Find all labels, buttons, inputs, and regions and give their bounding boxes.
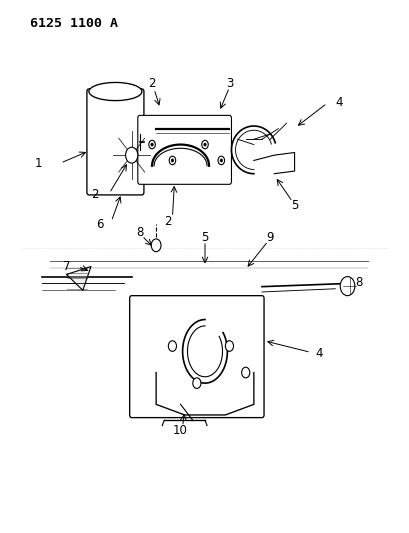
Text: 4: 4 bbox=[314, 348, 321, 360]
Text: 7: 7 bbox=[63, 260, 70, 273]
Text: 2: 2 bbox=[91, 189, 99, 201]
Text: 8: 8 bbox=[355, 276, 362, 289]
Circle shape bbox=[169, 156, 175, 165]
Text: 5: 5 bbox=[290, 199, 298, 212]
FancyBboxPatch shape bbox=[87, 89, 144, 195]
Circle shape bbox=[171, 159, 173, 162]
Circle shape bbox=[225, 341, 233, 351]
Circle shape bbox=[125, 147, 137, 163]
Circle shape bbox=[168, 341, 176, 351]
Text: 4: 4 bbox=[335, 95, 342, 109]
Polygon shape bbox=[66, 266, 91, 290]
Circle shape bbox=[151, 239, 161, 252]
Text: 5: 5 bbox=[201, 231, 208, 244]
Text: 2: 2 bbox=[148, 77, 155, 90]
Circle shape bbox=[148, 140, 155, 149]
Text: 1: 1 bbox=[34, 157, 42, 169]
Circle shape bbox=[203, 143, 206, 146]
Circle shape bbox=[192, 378, 200, 389]
Text: 9: 9 bbox=[266, 231, 273, 244]
FancyBboxPatch shape bbox=[137, 115, 231, 184]
Text: 6: 6 bbox=[95, 217, 103, 231]
Circle shape bbox=[220, 159, 222, 162]
FancyBboxPatch shape bbox=[129, 296, 263, 418]
Text: 8: 8 bbox=[136, 225, 143, 239]
Text: 3: 3 bbox=[225, 77, 233, 90]
Ellipse shape bbox=[89, 83, 142, 101]
Text: 6125 1100 A: 6125 1100 A bbox=[30, 17, 118, 30]
Text: 10: 10 bbox=[173, 424, 188, 438]
Circle shape bbox=[241, 367, 249, 378]
Circle shape bbox=[339, 277, 354, 296]
Circle shape bbox=[201, 140, 208, 149]
Circle shape bbox=[151, 143, 153, 146]
Text: 2: 2 bbox=[164, 215, 172, 228]
Circle shape bbox=[218, 156, 224, 165]
